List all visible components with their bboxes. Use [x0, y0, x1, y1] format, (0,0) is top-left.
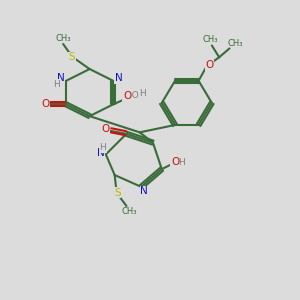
Text: N: N [140, 186, 148, 196]
Text: S: S [69, 52, 75, 62]
Text: O: O [171, 158, 179, 167]
Text: O: O [101, 124, 110, 134]
Text: H: H [139, 89, 146, 98]
Text: N: N [57, 74, 65, 83]
Text: H: H [178, 158, 185, 167]
Text: H: H [100, 143, 106, 152]
Text: O: O [123, 91, 131, 101]
Text: CH₃: CH₃ [202, 35, 218, 44]
Text: N: N [97, 148, 104, 158]
Text: O: O [206, 60, 214, 70]
Text: CH₃: CH₃ [56, 34, 71, 43]
Text: CH₃: CH₃ [228, 40, 243, 49]
Text: CH₃: CH₃ [122, 207, 137, 216]
Text: N: N [115, 74, 122, 83]
Text: S: S [114, 188, 121, 198]
Text: HO: HO [125, 91, 139, 100]
Text: H: H [53, 80, 60, 89]
Text: O: O [41, 99, 50, 110]
